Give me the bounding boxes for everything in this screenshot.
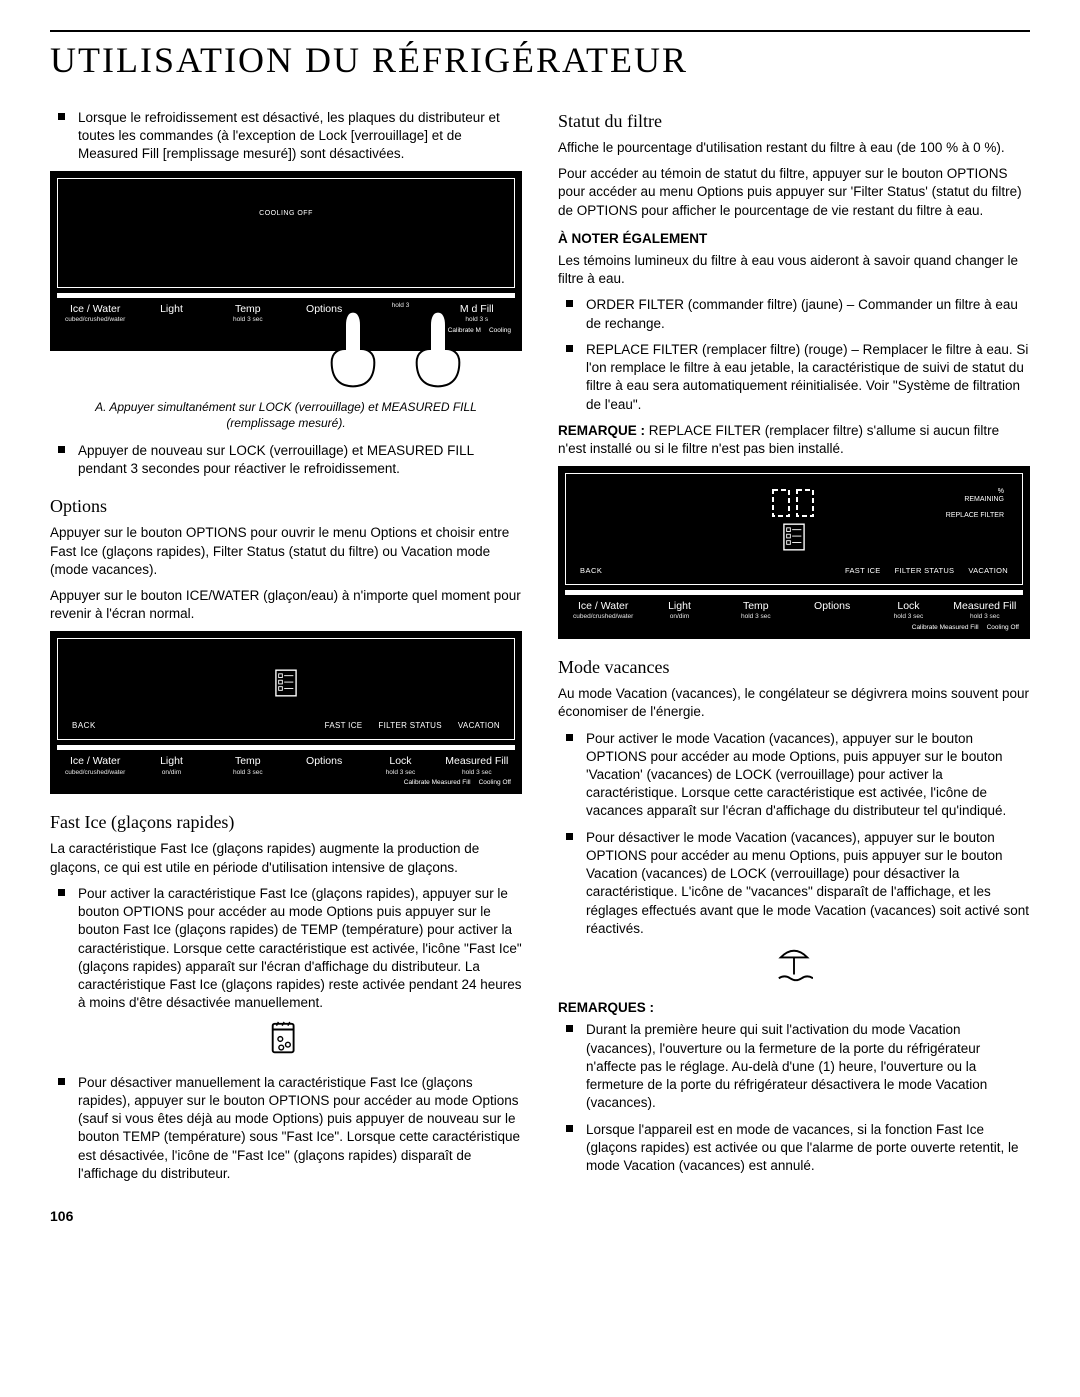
- button-labels: Ice / Watercubed/crushed/water Lighton/d…: [560, 595, 1028, 624]
- fast-ice-p1: La caractéristique Fast Ice (glaçons rap…: [50, 840, 522, 876]
- page-title: UTILISATION DU RÉFRIGÉRATEUR: [50, 36, 1030, 85]
- back-label: BACK: [72, 721, 96, 732]
- filter-remark: REMARQUE : REPLACE FILTER (remplacer fil…: [558, 422, 1030, 458]
- intro-list: Lorsque le refroidissement est désactivé…: [50, 109, 522, 164]
- manual-page: UTILISATION DU RÉFRIGÉRATEUR Lorsque le …: [0, 0, 1080, 1264]
- filter-status-heading: Statut du filtre: [558, 109, 1030, 133]
- vacation-remark-1: Durant la première heure qui suit l'acti…: [558, 1021, 1030, 1112]
- intro-bullet: Lorsque le refroidissement est désactivé…: [50, 109, 522, 164]
- fast-ice-icon: [50, 1020, 522, 1063]
- filter-p2: Pour accéder au témoin de statut du filt…: [558, 165, 1030, 220]
- filter-list: ORDER FILTER (commander filtre) (jaune) …: [558, 296, 1030, 413]
- figure-caption-a: A. Appuyer simultanément sur LOCK (verro…: [80, 399, 492, 431]
- filter-p1: Affiche le pourcentage d'utilisation res…: [558, 139, 1030, 157]
- fast-ice-bullet-2: Pour désactiver manuellement la caractér…: [50, 1074, 522, 1183]
- filter-p3: Les témoins lumineux du filtre à eau vou…: [558, 252, 1030, 288]
- finger-icon: [323, 309, 383, 389]
- title-bar: UTILISATION DU RÉFRIGÉRATEUR: [50, 30, 1030, 85]
- reactivate-list: Appuyer de nouveau sur LOCK (verrouillag…: [50, 442, 522, 478]
- fast-ice-list: Pour activer la caractéristique Fast Ice…: [50, 885, 522, 1013]
- two-column-layout: Lorsque le refroidissement est désactivé…: [50, 109, 1030, 1234]
- also-note-heading: À NOTER ÉGALEMENT: [558, 230, 1030, 248]
- fast-ice-bullet-1: Pour activer la caractéristique Fast Ice…: [50, 885, 522, 1013]
- remarks-heading: REMARQUES :: [558, 999, 1030, 1017]
- right-column: Statut du filtre Affiche le pourcentage …: [558, 109, 1030, 1234]
- dispenser-panel-cooling-off: COOLING OFF Ice / Watercubed/crushed/wat…: [50, 171, 522, 351]
- options-row: FAST ICE FILTER STATUS VACATION: [325, 721, 500, 732]
- fast-ice-list-2: Pour désactiver manuellement la caractér…: [50, 1074, 522, 1183]
- dispenser-panel-options: BACK FAST ICE FILTER STATUS VACATION Ice…: [50, 631, 522, 794]
- options-heading: Options: [50, 494, 522, 518]
- dispenser-panel-filter-status: %REMAINING REPLACE FILTER BACK FAST ICE …: [558, 466, 1030, 639]
- filter-bullet-2: REPLACE FILTER (remplacer filtre) (rouge…: [558, 341, 1030, 414]
- vacation-remark-2: Lorsque l'appareil est en mode de vacanc…: [558, 1121, 1030, 1176]
- reactivate-bullet: Appuyer de nouveau sur LOCK (verrouillag…: [50, 442, 522, 478]
- vacation-list: Pour activer le mode Vacation (vacances)…: [558, 730, 1030, 938]
- vacation-icon: [558, 946, 1030, 989]
- filter-bullet-1: ORDER FILTER (commander filtre) (jaune) …: [558, 296, 1030, 332]
- page-number: 106: [50, 1207, 522, 1226]
- options-row: FAST ICE FILTER STATUS VACATION: [845, 566, 1008, 576]
- options-p1: Appuyer sur le bouton OPTIONS pour ouvri…: [50, 524, 522, 579]
- menu-list-icon: [275, 669, 297, 701]
- vacation-remarks: Durant la première heure qui suit l'acti…: [558, 1021, 1030, 1175]
- vacation-bullet-1: Pour activer le mode Vacation (vacances)…: [558, 730, 1030, 821]
- back-label: BACK: [580, 566, 602, 576]
- fast-ice-heading: Fast Ice (glaçons rapides): [50, 810, 522, 834]
- vacation-p1: Au mode Vacation (vacances), le congélat…: [558, 685, 1030, 721]
- percent-digits: [771, 488, 817, 521]
- cooling-off-label: COOLING OFF: [259, 209, 313, 218]
- vacation-bullet-2: Pour désactiver le mode Vacation (vacanc…: [558, 829, 1030, 938]
- replace-filter-label: REPLACE FILTER: [946, 512, 1004, 520]
- options-p2: Appuyer sur le bouton ICE/WATER (glaçon/…: [50, 587, 522, 623]
- left-column: Lorsque le refroidissement est désactivé…: [50, 109, 522, 1234]
- button-labels: Ice / Watercubed/crushed/water Lighton/d…: [52, 750, 520, 779]
- vacation-heading: Mode vacances: [558, 655, 1030, 679]
- remaining-label: %REMAINING: [964, 488, 1004, 503]
- finger-icon: [408, 309, 468, 389]
- menu-list-icon: [783, 523, 805, 554]
